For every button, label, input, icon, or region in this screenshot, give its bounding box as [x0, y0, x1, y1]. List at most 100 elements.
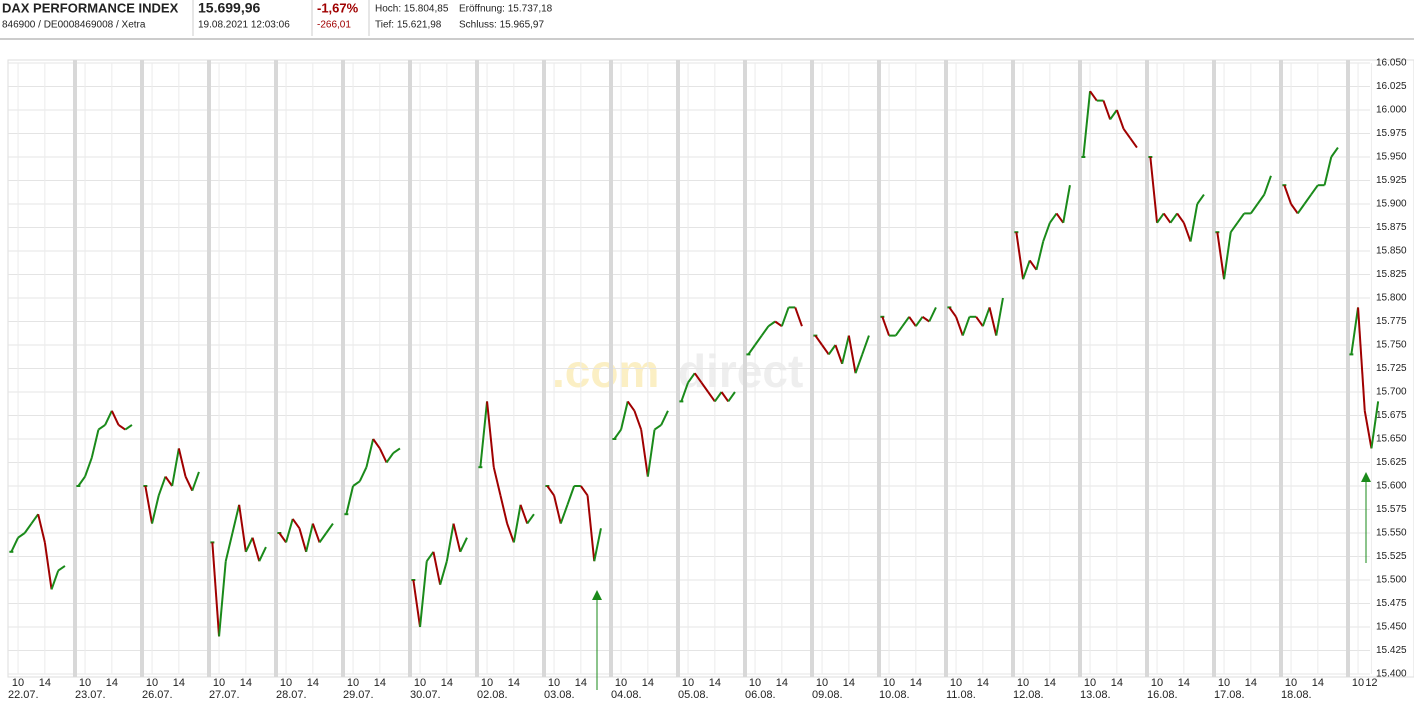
price-segment: [77, 476, 86, 487]
x-tick-label: 10: [1151, 677, 1163, 689]
price-segment: [1330, 147, 1339, 158]
price-segment: [17, 532, 26, 539]
y-tick-label: 15.900: [1376, 199, 1407, 210]
price-segment: [760, 325, 770, 337]
x-tick-label: 10: [1084, 677, 1096, 689]
price-segment: [1370, 401, 1380, 449]
price-segment: [961, 316, 971, 336]
price-segment: [224, 532, 234, 562]
price-segment: [177, 448, 187, 477]
y-tick-label: 15.875: [1376, 222, 1407, 233]
day-separator: [609, 60, 613, 677]
price-segment: [633, 410, 643, 430]
day-separator: [207, 60, 211, 677]
price-segment: [117, 424, 126, 431]
plot-area: 15.400 15.425 15.450 15.475 15.500 15.525 15.5…: [7, 58, 1414, 701]
price-segment: [1350, 307, 1360, 355]
day-separator: [1145, 60, 1149, 677]
day-separator: [810, 60, 814, 677]
price-segment: [124, 424, 133, 431]
price-segment: [1015, 232, 1025, 280]
price-segment: [981, 307, 991, 327]
timestamp: 19.08.2021 12:03:06: [198, 20, 290, 31]
price-segment: [50, 570, 60, 590]
price-segment: [258, 546, 267, 562]
price-segment: [1223, 232, 1232, 280]
x-tick-label: 10: [682, 677, 694, 689]
price-segment: [43, 542, 53, 590]
x-tick-label: 14: [575, 677, 587, 689]
y-tick-label: 16.000: [1376, 105, 1407, 116]
price-segment: [714, 391, 723, 402]
y-tick-label: 15.700: [1376, 387, 1407, 398]
y-tick-label: 15.950: [1376, 152, 1407, 163]
x-tick-label: 10: [146, 677, 158, 689]
price-segment: [1196, 194, 1205, 205]
price-segment: [1169, 212, 1178, 224]
price-segment: [1310, 184, 1319, 196]
x-tick-label: 10: [1017, 677, 1029, 689]
price-segment: [700, 382, 709, 393]
day-separator: [877, 60, 881, 677]
x-tick-label: 10: [749, 677, 761, 689]
price-segment: [814, 335, 823, 346]
date-label: 03.08.: [544, 689, 575, 701]
price-segment: [1256, 194, 1266, 205]
price-segment: [325, 523, 334, 534]
date-label: 18.08.: [1281, 689, 1312, 701]
x-tick-label: 14: [843, 677, 855, 689]
price-segment: [780, 307, 790, 327]
price-segment: [707, 391, 716, 402]
price-segment: [157, 476, 167, 496]
x-tick-label: 10: [548, 677, 560, 689]
x-tick-label: 14: [39, 677, 51, 689]
y-tick-label: 15.800: [1376, 293, 1407, 304]
day-separator: [1078, 60, 1082, 677]
day-separator: [140, 60, 144, 677]
y-tick-label: 15.675: [1376, 410, 1407, 421]
x-tick-label: 14: [709, 677, 721, 689]
price-segment: [921, 315, 930, 323]
price-segment: [1363, 410, 1373, 449]
price-segment: [861, 335, 870, 355]
x-tick-label: 10: [1218, 677, 1230, 689]
day-separator: [676, 60, 680, 677]
day-separator: [1212, 60, 1216, 677]
x-tick-label: 10: [12, 677, 24, 689]
y-tick-label: 15.850: [1376, 246, 1407, 257]
date-label: 11.08.: [946, 689, 976, 701]
price-segment: [499, 495, 509, 524]
price-segment: [1263, 175, 1272, 195]
price-segment: [358, 466, 368, 482]
price-segment: [305, 523, 314, 553]
price-segment: [231, 504, 241, 534]
day-separator: [475, 60, 479, 677]
price-segment: [794, 307, 803, 327]
y-tick-label: 15.725: [1376, 363, 1407, 374]
price-segment: [298, 528, 308, 553]
open: Eröffnung: 15.737,18: [459, 4, 553, 15]
x-tick-label: 14: [1245, 677, 1257, 689]
x-tick-label: 10: [950, 677, 962, 689]
y-tick-label: 15.475: [1376, 598, 1407, 609]
change-abs: -266,01: [317, 20, 351, 31]
x-tick-label: 10: [481, 677, 493, 689]
price-segment: [1129, 137, 1138, 149]
price-segment: [841, 335, 850, 365]
price-segment: [680, 382, 689, 402]
day-separator: [408, 60, 412, 677]
price-segment: [767, 320, 776, 328]
price-segment: [412, 579, 422, 628]
y-tick-label: 15.400: [1376, 669, 1407, 680]
price-segment: [23, 523, 33, 534]
price-segment: [445, 523, 455, 562]
date-label: 02.08.: [477, 689, 508, 701]
price-segment: [1303, 194, 1312, 205]
day-separator: [542, 60, 546, 677]
price-segment: [151, 495, 160, 524]
y-tick-label: 16.025: [1376, 81, 1407, 92]
price-segment: [425, 551, 435, 562]
day-separator: [1346, 60, 1350, 677]
price-segment: [459, 537, 468, 553]
